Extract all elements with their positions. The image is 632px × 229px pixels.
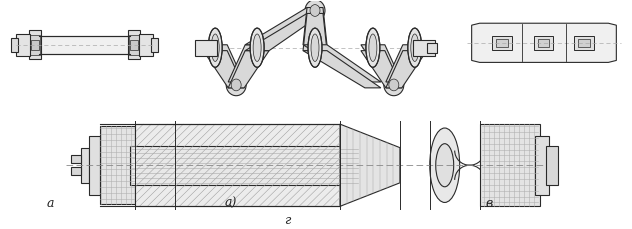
Polygon shape xyxy=(303,51,381,88)
Polygon shape xyxy=(386,51,427,88)
Polygon shape xyxy=(303,45,381,82)
Bar xyxy=(492,36,511,50)
Bar xyxy=(100,126,135,204)
Bar xyxy=(128,30,140,60)
Ellipse shape xyxy=(231,79,241,91)
Bar xyxy=(39,36,130,54)
Bar xyxy=(413,40,435,56)
Polygon shape xyxy=(471,23,616,62)
Polygon shape xyxy=(303,8,327,45)
Bar xyxy=(151,38,159,52)
Bar xyxy=(427,43,437,53)
Bar xyxy=(130,146,360,185)
Ellipse shape xyxy=(308,28,322,67)
Bar xyxy=(30,40,39,50)
Polygon shape xyxy=(386,45,427,82)
Polygon shape xyxy=(245,8,323,45)
Bar xyxy=(140,34,154,56)
Polygon shape xyxy=(303,14,327,51)
Text: г: г xyxy=(284,214,291,227)
Polygon shape xyxy=(361,51,402,88)
Bar xyxy=(480,124,540,206)
Ellipse shape xyxy=(384,74,404,96)
Bar xyxy=(578,39,590,47)
Ellipse shape xyxy=(226,74,246,96)
Polygon shape xyxy=(340,124,400,206)
Bar xyxy=(535,136,549,195)
Ellipse shape xyxy=(253,34,261,61)
Bar xyxy=(71,155,80,163)
Ellipse shape xyxy=(305,0,325,21)
Text: а): а) xyxy=(225,197,237,210)
Ellipse shape xyxy=(389,79,399,91)
Bar xyxy=(495,39,507,47)
Polygon shape xyxy=(245,14,323,51)
Ellipse shape xyxy=(411,34,419,61)
Polygon shape xyxy=(204,45,244,82)
Bar xyxy=(71,167,80,175)
Ellipse shape xyxy=(435,144,454,187)
Ellipse shape xyxy=(310,5,320,16)
Bar xyxy=(16,34,30,56)
Polygon shape xyxy=(228,45,269,82)
Ellipse shape xyxy=(311,34,319,61)
Bar xyxy=(537,39,549,47)
Polygon shape xyxy=(228,51,269,88)
Text: а: а xyxy=(46,197,54,210)
Bar xyxy=(195,40,217,56)
Bar xyxy=(533,36,554,50)
Polygon shape xyxy=(204,51,244,88)
Bar xyxy=(11,38,18,52)
Ellipse shape xyxy=(250,28,264,67)
Ellipse shape xyxy=(211,34,219,61)
Bar xyxy=(80,148,88,183)
Ellipse shape xyxy=(208,28,222,67)
Bar xyxy=(574,36,594,50)
Polygon shape xyxy=(361,45,402,82)
Bar xyxy=(547,146,559,185)
Bar xyxy=(130,35,140,55)
Bar xyxy=(30,35,40,55)
Text: в: в xyxy=(486,197,493,210)
Bar xyxy=(88,136,100,195)
Bar xyxy=(130,40,138,50)
Bar xyxy=(135,124,340,206)
Ellipse shape xyxy=(430,128,459,202)
Ellipse shape xyxy=(369,34,377,61)
Ellipse shape xyxy=(408,28,422,67)
Ellipse shape xyxy=(366,28,380,67)
Bar xyxy=(28,30,40,60)
